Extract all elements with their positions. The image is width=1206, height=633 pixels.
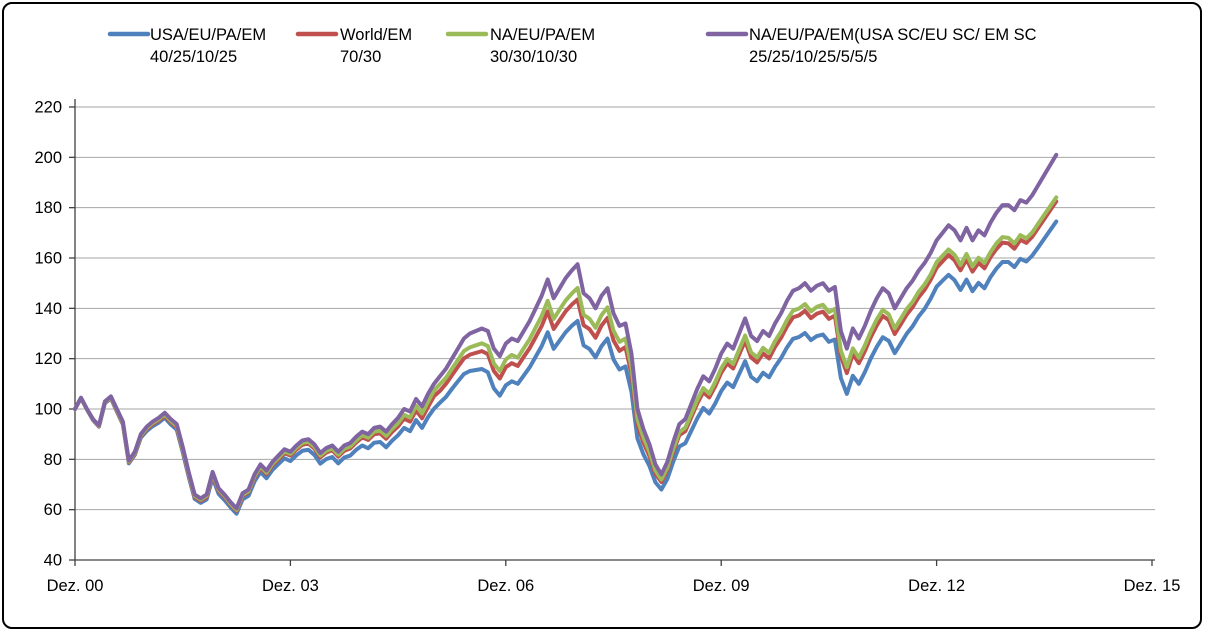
y-axis-label: 160 bbox=[34, 250, 62, 268]
legend-label-weights: 70/30 bbox=[340, 48, 381, 66]
legend-label-name: World/EM bbox=[340, 26, 412, 44]
series-line-world-em bbox=[73, 199, 1059, 513]
x-axis-label: Dez. 06 bbox=[477, 577, 534, 595]
series-line-usa-eu-pa-em bbox=[73, 219, 1059, 516]
legend-label-name: NA/EU/PA/EM(USA SC/EU SC/ EM SC bbox=[749, 26, 1037, 44]
y-axis-label: 120 bbox=[34, 350, 62, 368]
y-axis-label: 80 bbox=[44, 451, 62, 469]
y-axis-label: 220 bbox=[34, 99, 62, 117]
y-axis-label: 140 bbox=[34, 300, 62, 318]
x-axis-label: Dez. 00 bbox=[47, 577, 104, 595]
x-axis-label: Dez. 12 bbox=[908, 577, 965, 595]
series-line-na-eu-pa-em-usa-sc-eu-sc-em-sc bbox=[73, 152, 1059, 511]
y-axis-label: 180 bbox=[34, 199, 62, 217]
legend-label-weights: 25/25/10/25/5/5/5 bbox=[749, 48, 877, 66]
legend-label-name: NA/EU/PA/EM bbox=[490, 26, 595, 44]
legend-label-weights: 30/30/10/30 bbox=[490, 48, 577, 66]
y-axis-label: 60 bbox=[44, 501, 62, 519]
x-axis-label: Dez. 09 bbox=[693, 577, 750, 595]
legend-label-weights: 40/25/10/25 bbox=[150, 48, 237, 66]
series-line-na-eu-pa-em bbox=[73, 195, 1059, 512]
y-axis-label: 40 bbox=[44, 552, 62, 570]
legend-label-name: USA/EU/PA/EM bbox=[150, 26, 266, 44]
y-axis-label: 200 bbox=[34, 149, 62, 167]
x-axis-label: Dez. 03 bbox=[262, 577, 319, 595]
x-axis-label: Dez. 15 bbox=[1124, 577, 1181, 595]
y-axis-label: 100 bbox=[34, 401, 62, 419]
